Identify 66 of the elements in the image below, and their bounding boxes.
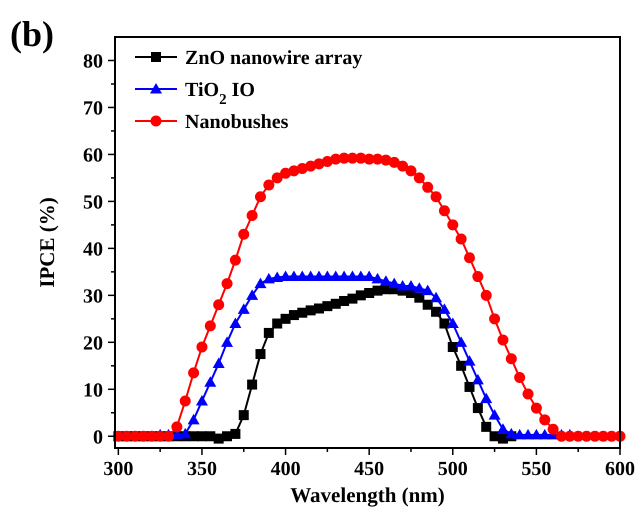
point (272, 318, 282, 329)
point (246, 289, 258, 300)
x-tick-label: 600 (605, 458, 635, 480)
point (481, 422, 492, 432)
x-tick-label: 300 (103, 458, 134, 480)
point (264, 328, 274, 338)
y-tick-label: 10 (83, 379, 103, 402)
point (448, 342, 458, 352)
point (464, 355, 476, 366)
legend-label: TiO$_{2}$ IO (185, 79, 255, 108)
x-tick-label: 450 (354, 458, 384, 480)
point (196, 395, 208, 406)
point (388, 278, 400, 288)
legend-label: ZnO nanowire array (185, 47, 362, 69)
x-tick-label: 400 (270, 458, 301, 480)
point (514, 428, 526, 440)
x-tick-label: 350 (186, 458, 217, 480)
point (221, 336, 234, 347)
point (488, 409, 501, 420)
point (280, 314, 291, 324)
point (254, 278, 266, 288)
point (212, 357, 225, 368)
point (464, 382, 475, 392)
y-tick-label: 60 (83, 144, 103, 166)
y-tick-label: 80 (83, 50, 103, 72)
point (255, 349, 266, 360)
point (422, 300, 433, 310)
point (271, 271, 284, 282)
point (438, 303, 450, 314)
point (422, 284, 434, 296)
point (380, 275, 392, 286)
y-tick-label: 30 (83, 285, 103, 308)
text: (b) (10, 14, 54, 54)
point (413, 282, 426, 293)
y-tick-label: 40 (83, 238, 103, 260)
point (431, 306, 442, 317)
y-tick-label: 20 (83, 332, 103, 354)
point (372, 272, 384, 284)
point (229, 318, 242, 328)
point (179, 428, 192, 438)
y-tick-label: 0 (93, 426, 103, 448)
point (238, 303, 250, 314)
point (238, 410, 249, 420)
point (472, 403, 483, 414)
y-axis-title: IPCE (%) (35, 197, 59, 288)
point (446, 318, 459, 328)
point (496, 423, 509, 434)
point (472, 374, 484, 384)
legend-label: Nanobushes (185, 111, 289, 133)
point (188, 414, 200, 424)
x-tick-label: 500 (438, 458, 468, 480)
point (522, 428, 534, 440)
point (247, 380, 258, 390)
point (456, 360, 466, 371)
point (439, 318, 450, 329)
y-tick-label: 70 (83, 97, 103, 120)
point (262, 272, 275, 284)
point (455, 336, 468, 347)
x-axis-title: Wavelength (nm) (290, 483, 445, 507)
point (505, 428, 518, 438)
point (430, 292, 442, 302)
y-tick-label: 50 (83, 191, 103, 214)
point (204, 376, 216, 387)
point (230, 428, 240, 439)
point (480, 392, 492, 404)
x-tick-label: 550 (521, 458, 552, 480)
